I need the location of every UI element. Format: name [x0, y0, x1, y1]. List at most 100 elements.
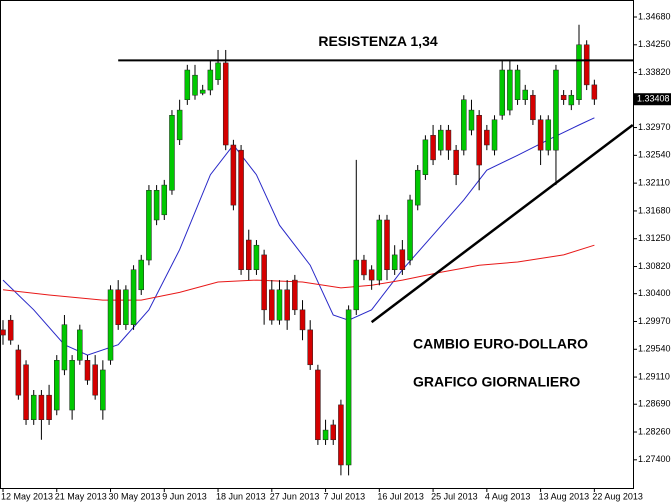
y-tick-label: 1.30400 [638, 288, 671, 298]
candle-body [153, 189, 160, 221]
candle-body [184, 69, 191, 100]
candle-body [138, 259, 144, 291]
candle-body [23, 364, 29, 420]
x-tick-label: 9 Jun 2013 [162, 491, 207, 501]
moving-average [2, 244, 595, 301]
candle-body [422, 139, 429, 175]
candle-body [507, 69, 513, 111]
x-tick-label: 12 May 2013 [1, 491, 53, 501]
y-tick-label: 1.29540 [638, 344, 671, 354]
candle-body [207, 69, 214, 91]
candle-body [261, 254, 267, 311]
candle-body [484, 129, 490, 146]
candle-body [215, 62, 221, 80]
y-tick-label: 1.31250 [638, 233, 671, 243]
candle-body [468, 109, 475, 131]
candle-body [391, 254, 398, 271]
candle-body [461, 99, 467, 151]
candle-body [92, 364, 98, 396]
candle-body [583, 44, 590, 86]
y-tick-label: 1.32110 [638, 178, 670, 188]
candle-body [0, 329, 6, 336]
candle-body [199, 89, 206, 94]
x-tick-label: 16 Jul 2013 [377, 491, 424, 501]
x-tick-label: 21 May 2013 [55, 491, 107, 501]
y-tick-label: 1.27400 [638, 454, 671, 464]
last-price-label: 1.33408 [637, 94, 670, 104]
candle-body [445, 129, 452, 151]
x-tick-label: 18 Jun 2013 [216, 491, 266, 501]
candle-body [553, 69, 559, 151]
candle-body [476, 115, 482, 166]
candle-body [130, 269, 137, 325]
candle-body [414, 169, 421, 206]
candle-body [368, 269, 375, 281]
candle-body [345, 309, 352, 466]
candle-body [269, 289, 275, 321]
y-tick-label: 1.33820 [638, 67, 671, 77]
y-tick-label: 1.30820 [638, 261, 671, 271]
candle-body [499, 69, 505, 116]
candle-body [77, 329, 83, 361]
candle-body [7, 319, 14, 341]
candle-body [514, 69, 521, 100]
y-tick-label: 1.34680 [638, 11, 671, 21]
candle-body [537, 119, 544, 151]
candle-body [376, 219, 383, 281]
candle-body [560, 94, 567, 100]
y-tick-label: 1.31680 [638, 205, 671, 215]
x-tick-label: 13 Aug 2013 [539, 491, 590, 501]
candle-body [46, 394, 52, 420]
resistance-label: RESISTENZA 1,34 [318, 33, 438, 49]
y-tick-label: 1.29970 [638, 316, 671, 326]
candle-body [115, 289, 121, 325]
candle-body [430, 135, 436, 161]
candle-body [353, 259, 360, 311]
candle-body [84, 360, 91, 381]
candle-body [591, 84, 598, 100]
candle-body [315, 369, 321, 441]
candle-body [230, 144, 237, 206]
candle-body [69, 360, 75, 411]
y-tick-label: 1.34250 [638, 39, 671, 49]
candle-body [107, 289, 114, 361]
candle-body [438, 129, 444, 151]
candle-body [338, 404, 344, 466]
candle-body [576, 44, 582, 100]
candle-body [361, 259, 367, 276]
candle-body [15, 349, 22, 396]
candle-body [238, 149, 244, 271]
candle-body [146, 189, 152, 261]
candle-body [30, 394, 37, 420]
candle-body [407, 199, 413, 261]
x-tick-label: 25 Jul 2013 [431, 491, 478, 501]
candle-body [161, 184, 168, 216]
candle-body [399, 249, 406, 271]
candle-body [276, 289, 283, 321]
candle-body [100, 369, 106, 411]
candle-body [176, 109, 183, 141]
candle-body [38, 394, 45, 420]
trend-line [370, 123, 634, 324]
candle-body [491, 119, 498, 151]
candle-body [384, 219, 390, 271]
candle-body [292, 279, 298, 311]
x-tick-label: 27 Jun 2013 [270, 491, 320, 501]
x-tick-label: 4 Aug 2013 [485, 491, 531, 501]
candle-body [246, 239, 252, 271]
candle-body [169, 115, 175, 191]
candle-body [61, 324, 68, 371]
candle-body [453, 149, 459, 175]
candle-body [284, 289, 290, 321]
candle-body [123, 289, 129, 325]
y-tick-label: 1.32970 [638, 122, 671, 132]
candle-body [545, 119, 552, 151]
y-tick-label: 1.32540 [638, 150, 671, 160]
candle-body [330, 424, 336, 441]
candle-body [54, 360, 60, 411]
annotation: CAMBIO EURO-DOLLARO [413, 336, 588, 352]
candle-body [222, 62, 229, 146]
candle-body [522, 89, 528, 100]
candle-body [530, 94, 536, 121]
